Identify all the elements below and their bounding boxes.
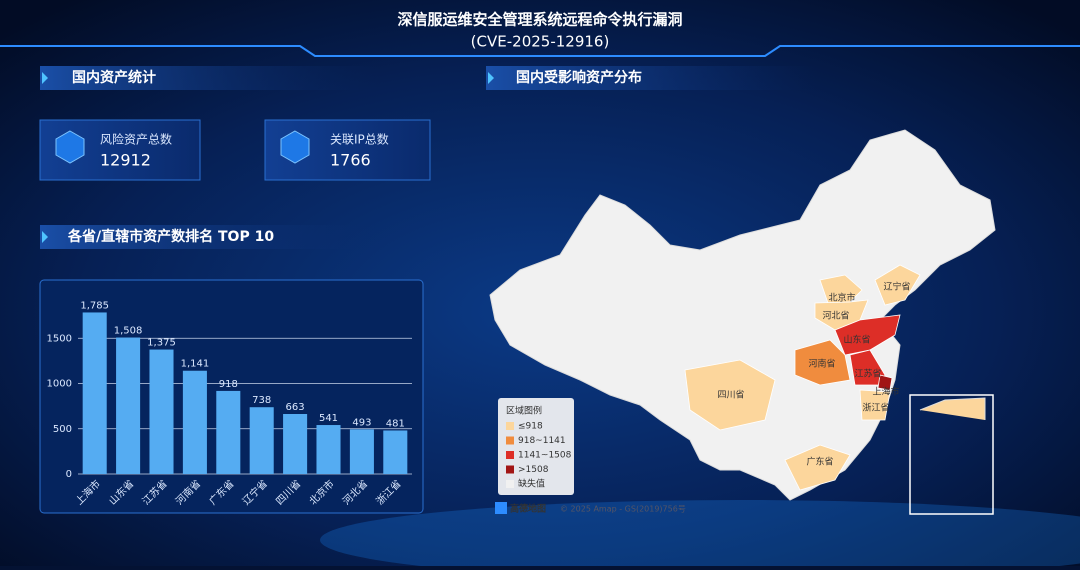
province-label: 四川省 [717,389,744,401]
y-tick-label: 0 [66,469,72,480]
header-line [0,45,1080,57]
province-label: 上海市 [872,386,899,398]
legend-swatch [506,465,514,474]
attribution-text: © 2025 Amap - GS(2019)756号 [560,505,686,514]
legend-label: >1508 [518,465,549,475]
value-label: 1,141 [181,359,210,370]
section-icon [42,231,48,243]
legend-swatch [506,480,514,488]
legend-box [498,398,574,495]
province-label: 北京市 [828,292,855,304]
section-icon [42,72,48,84]
section-title: 国内受影响资产分布 [516,69,642,86]
province [874,264,921,306]
province-label: 河南省 [808,358,835,370]
subtitle: (CVE-2025-12916) [471,33,610,51]
bar [182,370,207,474]
province [877,374,893,391]
inset-land [919,397,986,420]
province-label: 江苏省 [854,368,881,380]
section-title: 各省/直辖市资产数排名 TOP 10 [67,228,274,245]
card: 风险资产总数 12912 [39,119,201,181]
bar [316,425,341,474]
section-icon [488,72,494,84]
card-icon [55,130,85,164]
province [794,339,851,386]
province-label: 山东省 [843,334,870,346]
province [684,359,776,431]
value-label: 481 [386,418,405,429]
legend-label: ≤918 [518,422,543,432]
province [819,274,863,304]
province-label: 广东省 [806,456,833,468]
y-tick-label: 1500 [47,333,72,344]
value-label: 663 [286,402,305,413]
bar [249,407,274,474]
card: 关联IP总数 1766 [264,119,431,181]
province-label: 浙江省 [862,402,889,414]
card-value: 1766 [330,151,371,170]
y-tick-label: 500 [53,424,72,435]
value-label: 541 [319,413,338,424]
card-label: 风险资产总数 [100,132,172,147]
legend-title: 区域图例 [506,405,542,417]
section-bar [40,66,380,90]
card-icon [280,130,310,164]
value-label: 918 [219,379,238,390]
legend-swatch [506,422,514,430]
bar [349,429,374,474]
legend: ≤918 918~1141 1141~1508 >1508 缺失值 [506,422,572,490]
bar [216,390,241,474]
section-title: 国内资产统计 [72,69,156,86]
card-label: 关联IP总数 [330,132,389,147]
bar [283,413,308,474]
inset-box [909,394,994,515]
attribution-brand: 高德地图 [510,503,546,515]
y-tick-label: 1000 [47,379,72,390]
value-label: 1,375 [147,338,176,349]
legend-label: 缺失值 [518,478,545,490]
province-label: 河北省 [822,310,849,322]
bar [383,430,408,474]
section-bar [486,66,816,90]
glow [320,500,1080,570]
value-label: 738 [252,395,271,406]
section-bar [40,225,380,249]
province [784,444,851,491]
province [859,389,891,421]
card-value: 12912 [100,151,151,170]
value-label: 1,508 [114,326,143,337]
value-label: 1,785 [80,300,109,311]
legend-swatch [506,451,514,459]
legend-label: 918~1141 [518,436,566,446]
bar [149,349,174,474]
bar [116,337,141,474]
bar [82,312,107,474]
legend-label: 1141~1508 [518,451,572,461]
province-label: 辽宁省 [883,281,910,293]
value-label: 493 [352,417,371,428]
title: 深信服运维安全管理系统远程命令执行漏洞 [397,11,682,29]
legend-swatch [506,436,514,445]
amap-logo [495,502,507,514]
